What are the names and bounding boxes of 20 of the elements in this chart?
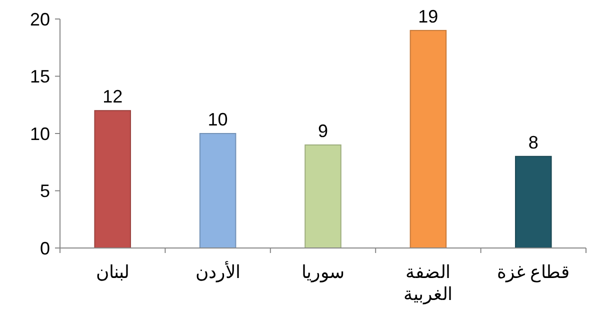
data-label: 12 <box>102 86 123 107</box>
x-tick-label: لبنان <box>96 262 130 282</box>
data-label: 8 <box>528 132 538 152</box>
x-tick-label: سوريا <box>302 262 344 283</box>
x-tick-label: قطاع غزة <box>496 262 570 283</box>
y-tick-label: 20 <box>30 9 50 30</box>
bar <box>199 133 236 248</box>
y-tick-label: 0 <box>40 238 50 258</box>
bar <box>304 144 342 248</box>
bar <box>410 30 447 248</box>
data-label: 10 <box>208 110 228 130</box>
bar <box>94 110 131 248</box>
data-label: 19 <box>418 6 438 26</box>
y-tick-label: 15 <box>30 66 50 87</box>
bar <box>515 156 552 248</box>
data-label: 9 <box>318 120 328 141</box>
x-tick-label: الأردن <box>195 260 240 283</box>
x-tick-label: الضفة الغربية <box>404 262 453 305</box>
y-tick-label: 5 <box>40 181 50 202</box>
y-tick-label: 10 <box>30 124 50 144</box>
